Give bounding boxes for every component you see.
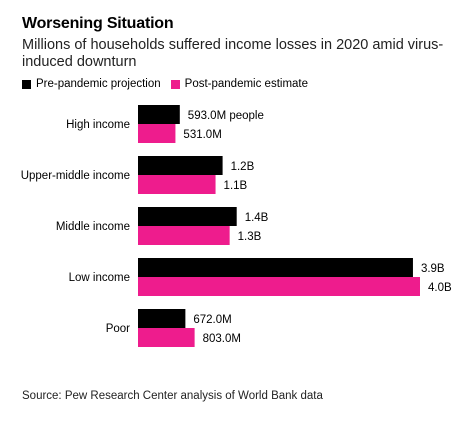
legend-item-post: Post-pandemic estimate [170, 78, 309, 90]
bar-upper-middle-income-pre [138, 156, 223, 175]
category-label-poor: Poor [106, 323, 130, 335]
bar-high-income-pre [138, 105, 180, 124]
legend-item-pre: Pre-pandemic projection [22, 78, 161, 90]
chart-title: Worsening Situation [22, 15, 174, 32]
legend: Pre-pandemic projection Post-pandemic es… [22, 78, 318, 90]
category-label-low-income: Low income [69, 272, 130, 284]
data-label-high-income-post: 531.0M [183, 129, 221, 141]
category-label-middle-income: Middle income [56, 221, 130, 233]
legend-swatch-pre [22, 79, 31, 89]
data-label-upper-middle-income-post: 1.1B [224, 180, 248, 192]
bar-chart: High income 593.0M people 531.0M Upper-midd… [21, 105, 452, 347]
bar-high-income-post [138, 124, 176, 143]
data-label-high-income-pre: 593.0M people [188, 110, 264, 122]
legend-label-post: Post-pandemic estimate [184, 78, 309, 90]
category-label-upper-middle-income: Upper-middle income [21, 170, 130, 182]
category-label-high-income: High income [66, 119, 130, 131]
legend-swatch-post [170, 79, 180, 89]
bar-low-income-pre [138, 258, 413, 277]
bar-upper-middle-income-post [138, 175, 216, 194]
data-label-poor-pre: 672.0M [193, 314, 231, 326]
data-label-upper-middle-income-pre: 1.2B [231, 161, 255, 173]
legend-label-pre: Pre-pandemic projection [36, 78, 161, 90]
bar-middle-income-post [138, 226, 230, 245]
source-note: Source: Pew Research Center analysis of … [22, 390, 323, 402]
bar-middle-income-pre [138, 207, 237, 226]
chart-subtitle: Millions of households suffered income l… [22, 37, 444, 70]
data-label-middle-income-pre: 1.4B [245, 212, 269, 224]
bar-poor-pre [138, 309, 186, 328]
data-label-poor-post: 803.0M [203, 333, 241, 345]
data-label-low-income-pre: 3.9B [421, 263, 445, 275]
bar-poor-post [138, 328, 195, 347]
data-label-middle-income-post: 1.3B [238, 231, 262, 243]
data-label-low-income-post: 4.0B [428, 282, 452, 294]
bar-low-income-post [138, 277, 420, 296]
